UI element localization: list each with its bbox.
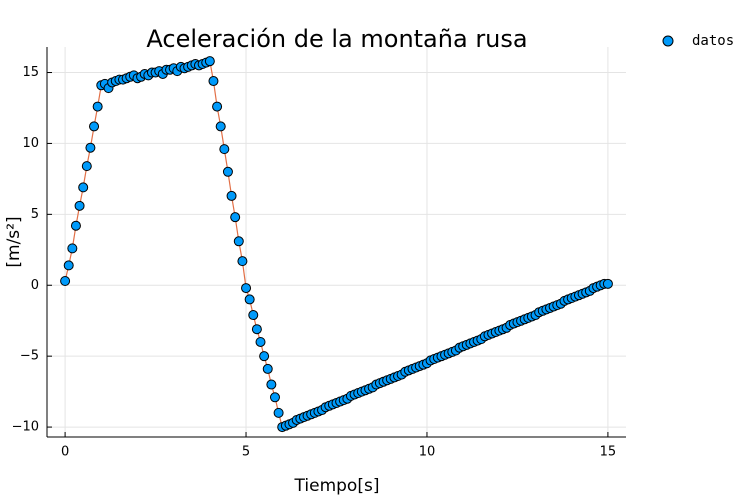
- data-point: [219, 144, 230, 155]
- data-point: [248, 310, 259, 321]
- data-line: [64, 60, 608, 428]
- data-point: [244, 294, 255, 305]
- data-point: [230, 212, 241, 223]
- data-point: [251, 324, 262, 335]
- data-point: [215, 121, 226, 132]
- data-point: [70, 220, 81, 231]
- data-point: [67, 243, 78, 254]
- y-tick-label: 10: [22, 136, 39, 151]
- data-point: [226, 190, 237, 201]
- data-point: [241, 283, 252, 294]
- x-axis-label: Tiempo[s]: [294, 476, 380, 496]
- data-point: [255, 336, 266, 347]
- data-point: [63, 260, 74, 271]
- legend-marker: [662, 35, 674, 47]
- data-point: [233, 236, 244, 247]
- legend-label: datos: [692, 33, 734, 49]
- x-tick-label: 15: [600, 445, 617, 460]
- chart-title: Aceleración de la montaña rusa: [146, 25, 527, 53]
- data-point: [89, 121, 100, 132]
- y-axis-label: [m/s²]: [4, 216, 24, 267]
- data-point: [60, 276, 71, 286]
- data-point: [81, 161, 92, 172]
- y-tick-label: 15: [22, 65, 39, 80]
- data-point: [85, 142, 96, 153]
- data-point: [262, 363, 273, 374]
- data-point: [208, 76, 219, 87]
- data-point: [204, 56, 215, 67]
- x-tick-label: 0: [61, 445, 69, 460]
- data-point: [74, 200, 85, 211]
- data-point: [92, 101, 103, 112]
- data-point: [273, 407, 284, 418]
- data-point: [259, 351, 270, 362]
- x-tick-label: 10: [419, 445, 436, 460]
- y-tick-label: 5: [31, 207, 39, 222]
- data-point: [222, 166, 233, 177]
- data-point: [237, 256, 248, 267]
- data-point: [269, 392, 280, 403]
- y-tick-label: −10: [12, 420, 39, 435]
- data-point: [266, 379, 277, 390]
- data-point: [212, 101, 223, 112]
- x-tick-label: 5: [242, 445, 250, 460]
- y-tick-label: −5: [20, 349, 39, 364]
- data-point: [602, 278, 613, 289]
- data-point: [78, 182, 89, 193]
- y-tick-label: 0: [31, 278, 39, 293]
